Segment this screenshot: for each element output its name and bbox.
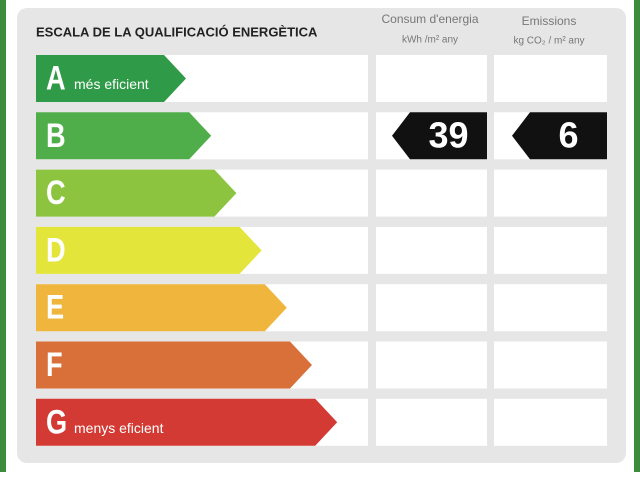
cell (376, 226, 487, 274)
title: ESCALA DE LA QUALIFICACIÓ ENERGÈTICA (36, 24, 318, 39)
class-letter: C (46, 173, 66, 212)
class-letter: F (46, 345, 63, 384)
column-unit: kWh /m² any (402, 35, 458, 46)
rating-value: 6 (558, 114, 578, 155)
column-unit: kg CO₂ / m² any (513, 36, 584, 47)
cell (376, 341, 487, 389)
rating-arrow (36, 284, 287, 332)
rating-arrow (36, 169, 237, 217)
cell (376, 398, 487, 446)
cell (494, 341, 607, 389)
cell (376, 169, 487, 217)
rating-marker (392, 112, 487, 160)
class-note: menys eficient (74, 420, 164, 436)
cell (494, 398, 607, 446)
rating-arrow (36, 226, 262, 274)
cell (494, 169, 607, 217)
column-title: Emissions (522, 14, 577, 28)
rating-arrow (36, 341, 312, 389)
rating-value: 39 (428, 114, 468, 155)
rating-marker (512, 112, 607, 160)
column-title: Consum d'energia (381, 12, 478, 26)
class-letter: D (46, 230, 66, 269)
cell (376, 55, 487, 102)
cell (494, 284, 607, 332)
class-letter: G (46, 402, 67, 441)
cell (494, 55, 607, 102)
cell (494, 226, 607, 274)
rating-arrow (36, 398, 338, 446)
class-note: més eficient (74, 76, 149, 92)
rating-arrow (36, 55, 186, 102)
class-letter: A (46, 59, 66, 98)
cell (376, 284, 487, 332)
class-letter: B (46, 116, 66, 155)
rating-arrow (36, 112, 212, 160)
class-letter: E (46, 288, 64, 327)
